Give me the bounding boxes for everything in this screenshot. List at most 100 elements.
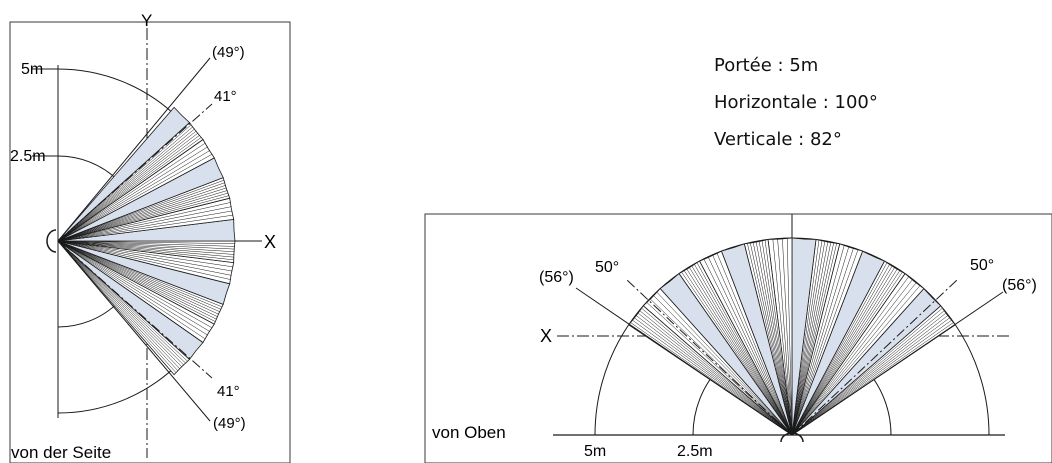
top-hatch-line [777, 238, 793, 436]
side-hatch-line [57, 240, 216, 322]
top-view-diagram: X (56°) 50° 50° (56°) 5m 2.5m von Oben [424, 213, 1052, 463]
top-hatch-line [791, 271, 903, 436]
top-hatch-line [791, 319, 953, 436]
top-hatch-line [791, 310, 945, 436]
top-hatch-line [791, 262, 888, 436]
side-hatch-line [57, 240, 235, 250]
top-hatch-line [791, 312, 947, 436]
top-hatch-line [641, 307, 793, 436]
side-hatch-line [57, 210, 233, 242]
top-angle-right-outer: (56°) [1002, 277, 1037, 294]
side-hatch-line [57, 240, 233, 272]
side-hatch-line [57, 202, 231, 242]
side-hatch-line [57, 240, 185, 366]
top-hatch-line [791, 240, 823, 436]
side-zone-13 [57, 106, 191, 242]
side-hatch-line [57, 124, 192, 242]
top-hatch-line [716, 252, 793, 436]
top-hatch-line [791, 314, 949, 436]
top-hatch-line [791, 245, 845, 436]
side-hatch-line [57, 240, 217, 320]
top-hatch-line [786, 238, 793, 436]
side-hatch-line [57, 240, 222, 310]
side-hatch-line [57, 187, 227, 242]
top-hatch-line [747, 243, 793, 436]
side-hatch-line [57, 240, 235, 255]
top-hatch-line [696, 262, 793, 436]
top-hatch-line [791, 246, 850, 436]
top-ray-left-outer [575, 287, 793, 436]
side-hatch-line [57, 195, 230, 242]
top-hatch-line [693, 263, 793, 436]
top-view-caption: von Oben [432, 423, 506, 442]
top-hatch-line [639, 310, 793, 436]
side-ray-bottom-inner [57, 240, 213, 379]
top-hatch-line [631, 319, 793, 436]
top-hatch-line [656, 291, 793, 436]
side-hatch-line [57, 132, 199, 242]
side-hatch-line [57, 134, 200, 242]
top-angle-left-inner: 50° [595, 259, 619, 276]
side-view-frame [9, 21, 291, 463]
top-hatch-line [688, 266, 793, 436]
top-hatch-line [791, 268, 898, 436]
side-hatch-line [57, 130, 197, 242]
side-hatch-line [57, 128, 195, 242]
top-hatch-line [772, 238, 793, 436]
side-hatch-line [57, 240, 235, 261]
side-ray-bottom-outer [57, 240, 211, 422]
spec-vertical: Verticale : 82° [714, 129, 842, 150]
side-hatch-line [57, 240, 211, 332]
top-hatch-line [791, 285, 921, 436]
top-hatch-line [707, 256, 793, 436]
side-r-inner-label: 2.5m [10, 148, 46, 165]
top-hatch-line [758, 240, 793, 436]
side-hatch-line [57, 184, 227, 242]
top-angle-right-inner: 50° [970, 257, 994, 274]
side-hatch-line [57, 240, 235, 258]
side-view-caption: von der Seite [11, 443, 111, 462]
side-hatch-line [57, 150, 211, 242]
top-hatch-line [637, 312, 793, 436]
side-ray-top-outer [57, 57, 211, 242]
top-hatch-line [791, 265, 893, 436]
top-hatch-line [791, 239, 820, 436]
top-hatch-line [752, 241, 793, 436]
top-hatch-line [703, 258, 793, 436]
top-hatch-line [791, 243, 837, 436]
top-hatch-line [791, 282, 917, 436]
top-hatch-line [749, 242, 793, 436]
side-angle-top-outer: (49°) [212, 44, 245, 61]
top-hatch-line [791, 270, 901, 436]
side-detection-fan [57, 106, 236, 376]
top-hatch-line [791, 247, 854, 436]
side-view-diagram: Y X 5m 2.5m (49°) 41° 41° (49°) von der … [9, 11, 291, 463]
top-sensor-icon [780, 432, 804, 443]
top-hatch-line [633, 317, 793, 436]
side-angle-bottom-inner: 41° [217, 383, 240, 400]
side-hatch-line [57, 240, 187, 364]
side-hatch-line [57, 179, 225, 242]
top-view-frame [424, 213, 1052, 463]
side-hatch-line [57, 240, 232, 276]
side-hatch-line [57, 137, 202, 242]
side-hatch-line [57, 206, 232, 242]
top-axis-x-label: X [540, 326, 552, 346]
top-ray-right-outer [791, 291, 1004, 436]
top-hatch-line [791, 249, 859, 436]
side-hatch-line [57, 240, 208, 336]
side-hatch-line [57, 240, 219, 318]
side-hatch-line [57, 126, 194, 242]
top-hatch-line [791, 266, 896, 436]
top-hatch-line [791, 307, 943, 436]
spec-range: Portée : 5m [714, 55, 819, 76]
top-detection-fan [628, 237, 956, 436]
side-hatch-line [57, 240, 223, 308]
top-hatch-line [691, 265, 793, 436]
side-hatch-line [57, 190, 228, 242]
side-hatch-line [57, 146, 208, 242]
top-hatch-line [755, 241, 793, 436]
top-hatch-line [791, 276, 910, 436]
top-hatch-line [681, 271, 793, 436]
